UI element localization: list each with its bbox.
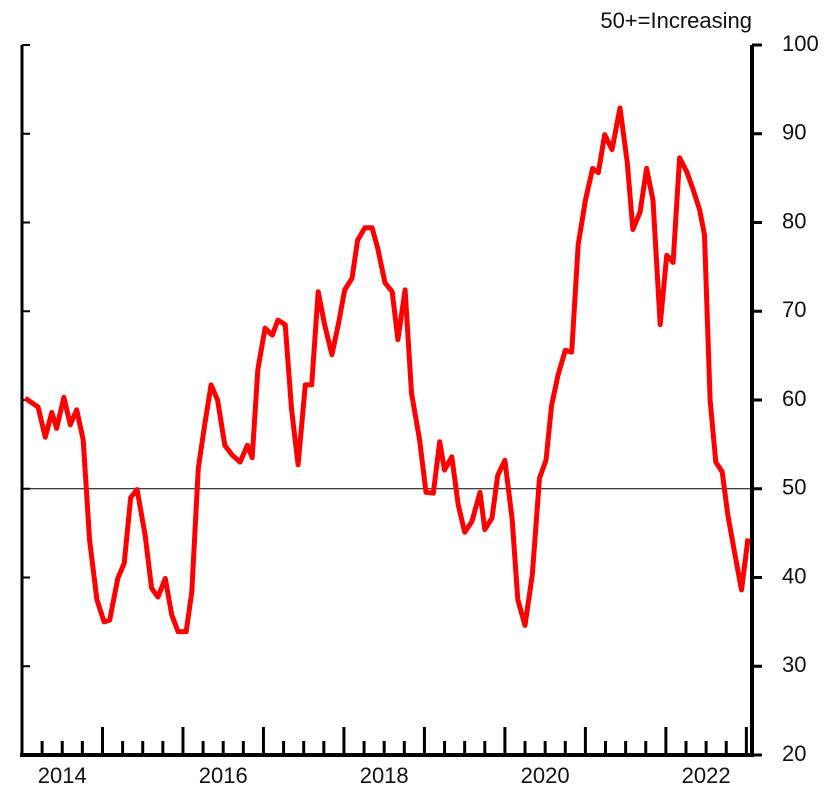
x-tick-label: 2018	[360, 763, 409, 788]
y-tick-label: 30	[782, 652, 806, 677]
series-line	[23, 105, 751, 635]
x-tick-label: 2020	[521, 763, 570, 788]
y-tick-label: 70	[782, 297, 806, 322]
y-tick-label: 80	[782, 208, 806, 233]
y-tick-label: 40	[782, 563, 806, 588]
y-tick-label: 100	[782, 31, 819, 56]
y-tick-label: 90	[782, 120, 806, 145]
y-tick-label: 20	[782, 741, 806, 766]
y-tick-label: 50	[782, 475, 806, 500]
y-tick-label: 60	[782, 386, 806, 411]
x-tick-label: 2016	[199, 763, 248, 788]
x-tick-label: 2014	[38, 763, 87, 788]
annotation: 50+=Increasing	[600, 8, 752, 33]
x-tick-label: 2022	[682, 763, 731, 788]
